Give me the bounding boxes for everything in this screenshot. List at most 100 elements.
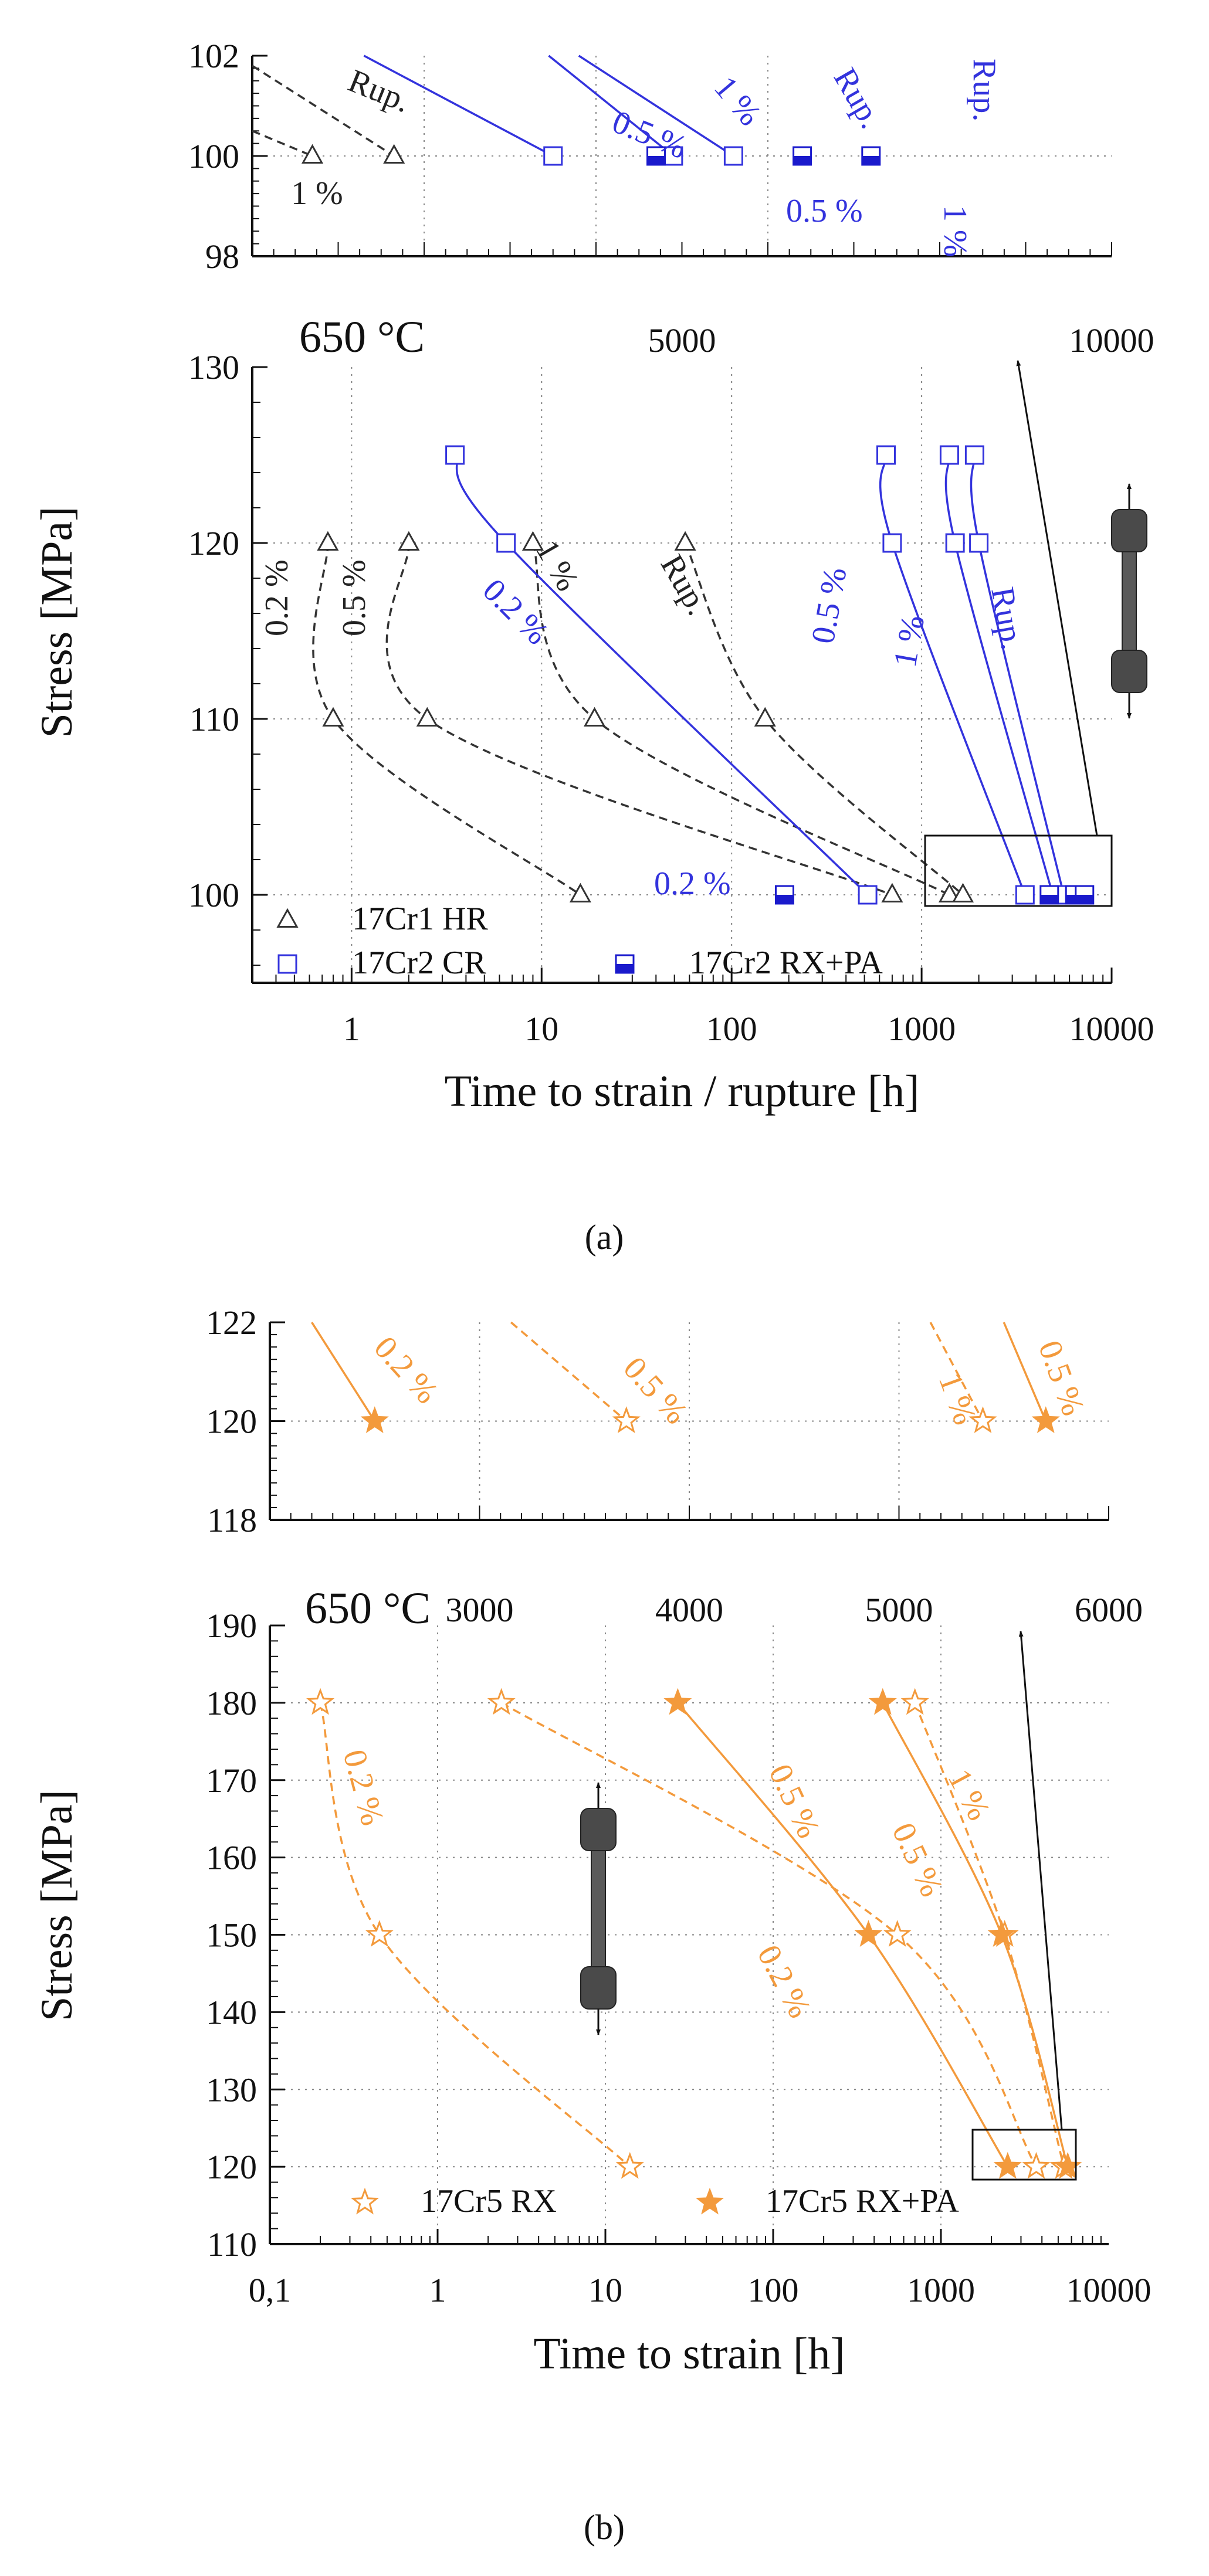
legend-marker-a-0 — [276, 908, 299, 928]
inset-annotation-a-3: 1 % — [707, 70, 768, 133]
panel-label-a: (a) — [585, 1218, 624, 1257]
y-axis-label-a: Stress [MPa] — [32, 507, 82, 738]
series-line-a-7 — [970, 454, 1065, 895]
series-annotation-b-4: 0.2 % — [750, 1939, 818, 2024]
inset-point-b-2 — [968, 1406, 997, 1433]
legend-marker-b-0 — [350, 2187, 380, 2215]
legend-label-a-2: 17Cr2 RX+PA — [689, 945, 883, 981]
legend-label-a-0: 17Cr1 HR — [352, 901, 488, 937]
specimen-icon-b-grip-bottom — [580, 1966, 617, 2010]
y-tick-label-a: 130 — [188, 348, 239, 386]
inset-point-b-1 — [612, 1406, 641, 1433]
y-tick-label-a: 100 — [188, 876, 239, 914]
data-point-b-1 — [1022, 2151, 1051, 2179]
data-point-b-4 — [987, 1920, 1016, 1947]
data-point-a-1 — [398, 531, 420, 551]
temperature-label-b: 650 °C — [305, 1584, 431, 1633]
data-point-a-11-fill — [1075, 895, 1093, 904]
y-tick-label-b: 150 — [206, 1916, 257, 1954]
inset-y-tick-label-b: 122 — [206, 1304, 257, 1342]
specimen-icon-a-grip-bottom — [1111, 650, 1147, 693]
legend-marker-b-1 — [695, 2187, 724, 2215]
inset-line-b-1 — [510, 1321, 627, 1422]
data-point-b-3 — [663, 1688, 692, 1715]
series-annotation-b-0: 0.2 % — [336, 1746, 391, 1829]
inset-point-a-0 — [302, 144, 324, 164]
data-point-a-0 — [322, 707, 344, 727]
y-axis-label-b: Stress [MPa] — [32, 1790, 82, 2021]
data-point-a-5 — [882, 533, 902, 553]
inset-x-tick-label-b: 4000 — [655, 1591, 723, 1629]
y-tick-label-b: 110 — [207, 2225, 257, 2263]
inset-annotation-a-7: Rup. — [966, 59, 1003, 121]
legend-marker-a-1 — [277, 954, 297, 974]
x-tick-label-b: 0,1 — [249, 2271, 292, 2309]
series-annotation-a-8: 0.2 % — [654, 866, 731, 902]
series-annotation-a-1: 0.5 % — [336, 559, 372, 636]
series-line-a-5 — [879, 454, 1026, 895]
series-annotation-b-1: 0.5 % — [761, 1759, 827, 1844]
data-point-b-3 — [854, 1920, 883, 1947]
y-tick-label-b: 130 — [206, 2071, 257, 2109]
x-tick-label-a: 1 — [343, 1010, 360, 1048]
inset-point-b-0 — [360, 1406, 389, 1433]
data-point-b-3 — [993, 2151, 1022, 2179]
data-point-a-1 — [416, 707, 438, 727]
inset-point-b-3 — [1031, 1406, 1060, 1433]
data-point-a-5 — [1015, 885, 1035, 905]
data-point-a-6 — [945, 533, 965, 553]
inset-y-tick-label-a: 100 — [188, 137, 239, 175]
series-line-a-2 — [531, 542, 950, 896]
inset-point-a-2 — [543, 146, 563, 166]
x-tick-label-b: 100 — [748, 2271, 799, 2309]
x-tick-label-b: 1 — [429, 2271, 446, 2309]
data-point-a-0 — [569, 883, 591, 903]
specimen-icon-a-grip-top — [1111, 509, 1147, 552]
inset-point-a-7-fill — [862, 156, 880, 165]
inset-x-tick-label-b: 3000 — [446, 1591, 514, 1629]
inset-point-a-6-fill — [793, 156, 811, 165]
x-tick-label-b: 1000 — [907, 2271, 975, 2309]
inset-line-a-0 — [252, 65, 395, 157]
inset-annotation-b-0: 0.2 % — [367, 1329, 445, 1411]
inset-line-a-4 — [578, 55, 734, 157]
x-tick-label-a: 10000 — [1069, 1010, 1154, 1048]
legend-label-b-0: 17Cr5 RX — [421, 2183, 557, 2219]
legend-label-b-1: 17Cr5 RX+PA — [766, 2183, 959, 2219]
data-point-a-6 — [939, 445, 959, 465]
legend-marker-a-2-fill — [616, 964, 634, 973]
inset-x-tick-label-a: 10000 — [1069, 321, 1154, 359]
zoom-arrow-a — [1016, 360, 1098, 836]
y-tick-label-b: 180 — [206, 1684, 257, 1722]
data-point-a-9-fill — [1040, 895, 1058, 904]
data-point-a-1 — [881, 883, 903, 903]
inset-x-tick-label-b: 6000 — [1075, 1591, 1143, 1629]
y-tick-label-b: 160 — [206, 1839, 257, 1877]
x-tick-label-a: 100 — [706, 1010, 757, 1048]
series-annotation-a-0: 0.2 % — [259, 559, 295, 636]
series-line-a-0 — [312, 542, 581, 896]
inset-point-a-5-fill — [647, 156, 665, 165]
x-axis-label-a: Time to strain / rupture [h] — [445, 1067, 920, 1116]
series-annotation-b-3: 0.5 % — [885, 1817, 950, 1902]
specimen-icon-b-gauge — [591, 1850, 606, 1967]
specimen-icon-b-grip-top — [580, 1808, 617, 1851]
series-line-a-6 — [944, 454, 1054, 895]
data-point-b-1 — [487, 1688, 516, 1715]
data-point-a-4 — [496, 533, 516, 553]
inset-line-a-1 — [252, 130, 313, 157]
zoom-arrow-b — [1018, 1631, 1063, 2130]
series-line-a-1 — [385, 542, 893, 896]
series-line-a-4 — [454, 454, 869, 896]
data-point-b-0 — [306, 1688, 335, 1715]
data-point-b-0 — [365, 1920, 394, 1947]
series-annotation-a-3: Rup. — [653, 549, 716, 622]
y-tick-label-a: 120 — [188, 524, 239, 562]
data-point-b-4 — [868, 1688, 897, 1715]
series-line-b-1 — [500, 1702, 1038, 2167]
inset-line-b-0 — [311, 1322, 376, 1422]
inset-annotation-a-5: 0.5 % — [786, 193, 863, 229]
series-line-a-3 — [684, 542, 964, 896]
data-point-a-4 — [445, 445, 465, 465]
inset-annotation-a-6: 1 % — [937, 205, 973, 257]
